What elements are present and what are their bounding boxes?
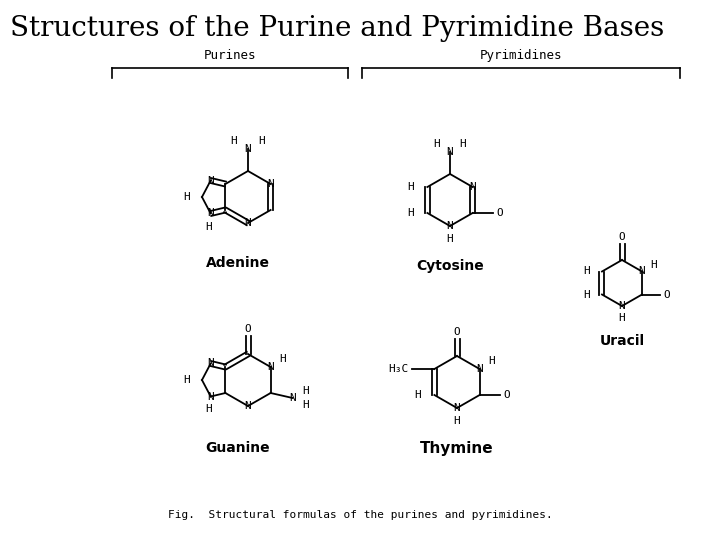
Text: N: N [454, 403, 460, 413]
Text: N: N [446, 147, 454, 157]
Text: H: H [258, 136, 266, 146]
Text: N: N [267, 362, 274, 372]
Text: O: O [496, 208, 503, 218]
Text: H: H [446, 234, 454, 244]
Text: N: N [618, 301, 626, 311]
Text: O: O [245, 324, 251, 334]
Text: H₃C: H₃C [388, 364, 408, 374]
Text: N: N [207, 208, 214, 219]
Text: H: H [454, 416, 460, 426]
Text: H: H [183, 192, 190, 202]
Text: H: H [583, 267, 590, 276]
Text: Adenine: Adenine [206, 256, 270, 270]
Text: H: H [433, 139, 441, 149]
Text: H: H [205, 221, 212, 232]
Text: O: O [664, 289, 670, 300]
Text: N: N [446, 221, 454, 231]
Text: H: H [651, 260, 657, 269]
Text: O: O [503, 390, 510, 400]
Text: H: H [408, 208, 415, 218]
Text: N: N [245, 401, 251, 411]
Text: H: H [302, 400, 309, 410]
Text: H: H [618, 313, 626, 323]
Text: O: O [618, 232, 626, 242]
Text: N: N [245, 218, 251, 228]
Text: H: H [279, 354, 286, 364]
Text: N: N [207, 392, 214, 402]
Text: N: N [267, 179, 274, 189]
Text: H: H [205, 404, 212, 415]
Text: O: O [454, 327, 460, 337]
Text: Fig.  Structural formulas of the purines and pyrimidines.: Fig. Structural formulas of the purines … [168, 510, 552, 520]
Text: H: H [415, 390, 421, 400]
Text: H: H [488, 356, 495, 366]
Text: Thymine: Thymine [420, 441, 494, 456]
Text: Guanine: Guanine [206, 441, 270, 455]
Text: N: N [639, 267, 645, 276]
Text: H: H [230, 136, 238, 146]
Text: N: N [469, 182, 476, 192]
Text: N: N [476, 364, 483, 374]
Text: H: H [183, 375, 190, 385]
Text: N: N [245, 144, 251, 154]
Text: H: H [459, 139, 467, 149]
Text: Cytosine: Cytosine [416, 259, 484, 273]
Text: H: H [408, 182, 415, 192]
Text: Structures of the Purine and Pyrimidine Bases: Structures of the Purine and Pyrimidine … [10, 15, 665, 42]
Text: H: H [583, 289, 590, 300]
Text: Uracil: Uracil [600, 334, 644, 348]
Text: H: H [302, 386, 309, 396]
Text: Pyrimidines: Pyrimidines [480, 49, 562, 62]
Text: Purines: Purines [204, 49, 256, 62]
Text: N: N [207, 359, 214, 368]
Text: N: N [289, 393, 296, 403]
Text: N: N [207, 176, 214, 186]
